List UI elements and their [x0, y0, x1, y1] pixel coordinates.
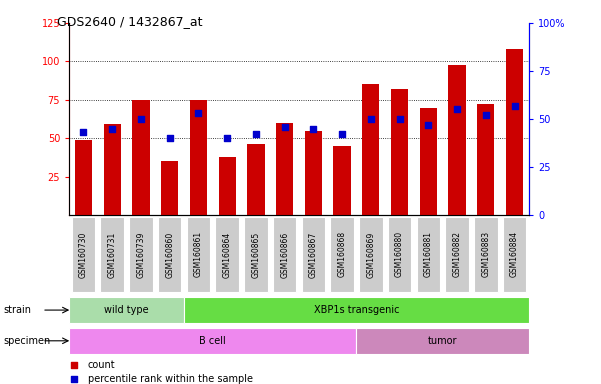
Bar: [448, 65, 466, 215]
Point: [108, 126, 117, 132]
FancyBboxPatch shape: [69, 297, 184, 323]
Bar: [305, 131, 322, 215]
Text: GDS2640 / 1432867_at: GDS2640 / 1432867_at: [57, 15, 203, 28]
Point: [222, 135, 232, 141]
Bar: [334, 146, 351, 215]
Point: [366, 116, 376, 122]
Bar: [362, 84, 379, 215]
Point: [424, 122, 433, 128]
Bar: [75, 140, 92, 215]
Bar: [161, 161, 178, 215]
Point: [308, 126, 318, 132]
FancyBboxPatch shape: [359, 217, 383, 292]
Bar: [477, 104, 495, 215]
Point: [136, 116, 146, 122]
Text: wild type: wild type: [104, 305, 149, 315]
FancyBboxPatch shape: [445, 217, 469, 292]
Text: count: count: [88, 360, 115, 370]
Point: [337, 131, 347, 137]
FancyBboxPatch shape: [158, 217, 182, 292]
FancyBboxPatch shape: [302, 217, 325, 292]
Text: strain: strain: [3, 305, 31, 315]
Text: specimen: specimen: [3, 336, 50, 346]
Text: GSM160861: GSM160861: [194, 231, 203, 278]
FancyBboxPatch shape: [129, 217, 153, 292]
Text: GSM160884: GSM160884: [510, 231, 519, 278]
Text: GSM160865: GSM160865: [251, 231, 260, 278]
Text: GSM160867: GSM160867: [309, 231, 318, 278]
Text: GSM160883: GSM160883: [481, 231, 490, 278]
Text: B cell: B cell: [200, 336, 226, 346]
Text: GSM160860: GSM160860: [165, 231, 174, 278]
Bar: [391, 89, 408, 215]
Point: [194, 110, 203, 116]
Text: percentile rank within the sample: percentile rank within the sample: [88, 374, 252, 384]
FancyBboxPatch shape: [356, 328, 529, 354]
FancyBboxPatch shape: [244, 217, 267, 292]
Bar: [103, 124, 121, 215]
Bar: [247, 144, 264, 215]
FancyBboxPatch shape: [331, 217, 354, 292]
FancyBboxPatch shape: [474, 217, 498, 292]
Text: GSM160866: GSM160866: [280, 231, 289, 278]
Bar: [419, 108, 437, 215]
Point: [452, 106, 462, 113]
Point: [69, 376, 79, 382]
FancyBboxPatch shape: [388, 217, 411, 292]
Point: [280, 124, 290, 130]
Bar: [506, 49, 523, 215]
Point: [510, 103, 519, 109]
Text: GSM160882: GSM160882: [453, 232, 462, 277]
Bar: [276, 123, 293, 215]
Bar: [132, 100, 150, 215]
Text: GSM160730: GSM160730: [79, 231, 88, 278]
Text: GSM160881: GSM160881: [424, 232, 433, 277]
FancyBboxPatch shape: [184, 297, 529, 323]
Text: GSM160880: GSM160880: [395, 231, 404, 278]
Text: GSM160868: GSM160868: [338, 231, 347, 278]
FancyBboxPatch shape: [502, 217, 526, 292]
Point: [395, 116, 404, 122]
Point: [79, 129, 88, 136]
Bar: [190, 100, 207, 215]
Text: GSM160739: GSM160739: [136, 231, 145, 278]
FancyBboxPatch shape: [273, 217, 296, 292]
Point: [165, 135, 174, 141]
Point: [251, 131, 261, 137]
Text: GSM160864: GSM160864: [222, 231, 231, 278]
FancyBboxPatch shape: [215, 217, 239, 292]
Text: tumor: tumor: [428, 336, 457, 346]
Text: GSM160731: GSM160731: [108, 231, 117, 278]
FancyBboxPatch shape: [187, 217, 210, 292]
Text: XBP1s transgenic: XBP1s transgenic: [314, 305, 399, 315]
Bar: [219, 157, 236, 215]
FancyBboxPatch shape: [100, 217, 124, 292]
Point: [69, 362, 79, 368]
FancyBboxPatch shape: [69, 328, 356, 354]
FancyBboxPatch shape: [416, 217, 440, 292]
Point: [481, 112, 490, 118]
FancyBboxPatch shape: [72, 217, 96, 292]
Text: GSM160869: GSM160869: [367, 231, 376, 278]
